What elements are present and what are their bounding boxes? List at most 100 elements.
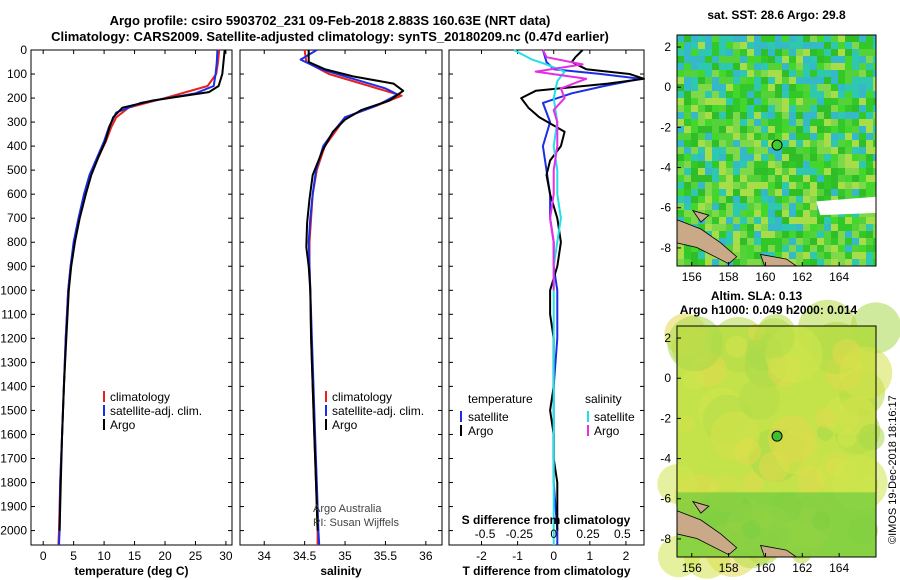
sst-cell [691,56,698,63]
sst-cell [691,140,698,147]
sst-cell [691,203,698,210]
sst-cell [740,112,747,119]
sst-cell [712,133,719,140]
sst-cell [824,231,831,238]
sst-cell [747,175,754,182]
sst-cell [817,259,824,266]
sst-cell [831,77,838,84]
sst-cell [824,91,831,98]
sst-cell [754,42,761,49]
sst-cell [789,175,796,182]
sst-cell [754,140,761,147]
chart-title-line1: Argo profile: csiro 5903702_231 09-Feb-2… [109,13,551,28]
sst-cell [810,231,817,238]
sst-cell [831,84,838,91]
sst-cell [740,245,747,252]
sst-cell [726,182,733,189]
sst-cell [803,189,810,196]
sst-cell [782,112,789,119]
sst-cell [740,154,747,161]
sst-cell [733,105,740,112]
sst-cell [838,112,845,119]
sst-cell [705,49,712,56]
sst-cell [684,189,691,196]
sst-cell [768,63,775,70]
sst-cell [740,77,747,84]
sst-cell [803,49,810,56]
y-tick-label: 600 [7,187,27,201]
sst-cell [761,154,768,161]
sst-cell [754,224,761,231]
sst-cell [761,175,768,182]
sst-cell [782,238,789,245]
sst-cell [768,56,775,63]
sst-cell [684,203,691,210]
sst-cell [852,182,859,189]
sst-cell [810,49,817,56]
sst-cell [789,161,796,168]
sst-cell [810,63,817,70]
sst-cell [691,112,698,119]
sst-cell [691,161,698,168]
sst-cell [719,161,726,168]
sst-cell [775,252,782,259]
sst-cell [796,245,803,252]
sst-cell [754,154,761,161]
sla-blob [839,346,893,400]
sst-cell [824,126,831,133]
sst-cell [873,245,876,252]
sst-cell [733,133,740,140]
sst-cell [796,147,803,154]
sst-cell [852,112,859,119]
sst-cell [726,203,733,210]
sst-cell [733,175,740,182]
sst-cell [782,70,789,77]
sst-cell [677,147,684,154]
sst-cell [831,126,838,133]
sst-cell [866,42,873,49]
sst-cell [684,210,691,217]
sst-cell [824,217,831,224]
sst-cell [740,133,747,140]
sst-cell [698,259,705,266]
sst-cell [838,98,845,105]
sst-cell [852,245,859,252]
sst-cell [747,168,754,175]
sst-cell [677,259,684,266]
sst-cell [754,245,761,252]
sst-cell [719,189,726,196]
sst-cell [705,77,712,84]
sst-cell [796,56,803,63]
sst-cell [845,161,852,168]
sst-cell [726,161,733,168]
sst-cell [782,147,789,154]
sst-cell [866,119,873,126]
sst-cell [866,98,873,105]
sst-cell [831,196,838,203]
sst-cell [747,252,754,259]
sst-cell [810,42,817,49]
sst-cell [775,84,782,91]
sst-cell [691,182,698,189]
sst-cell [712,42,719,49]
sst-cell [761,182,768,189]
y-tick-label: 900 [7,259,27,273]
sst-cell [705,224,712,231]
sst-cell [754,133,761,140]
sst-cell [677,70,684,77]
sla-map-panel: 156 158 160 162 164 2 0 -2 -4 -6 -8 Altim. SLA: 0.1… [657,289,900,579]
sst-cell [789,252,796,259]
sst-cell [726,154,733,161]
sst-cell [866,140,873,147]
sst-cell [747,210,754,217]
sst-cell [719,154,726,161]
sst-cell [845,133,852,140]
sst-cell [775,49,782,56]
sst-cell [733,112,740,119]
sst-cell [838,189,845,196]
y-tick-label: -4 [660,161,671,175]
sst-cell [831,49,838,56]
sst-cell [873,189,876,196]
x-axis-label: temperature (deg C) [74,564,188,578]
sst-cell [677,77,684,84]
